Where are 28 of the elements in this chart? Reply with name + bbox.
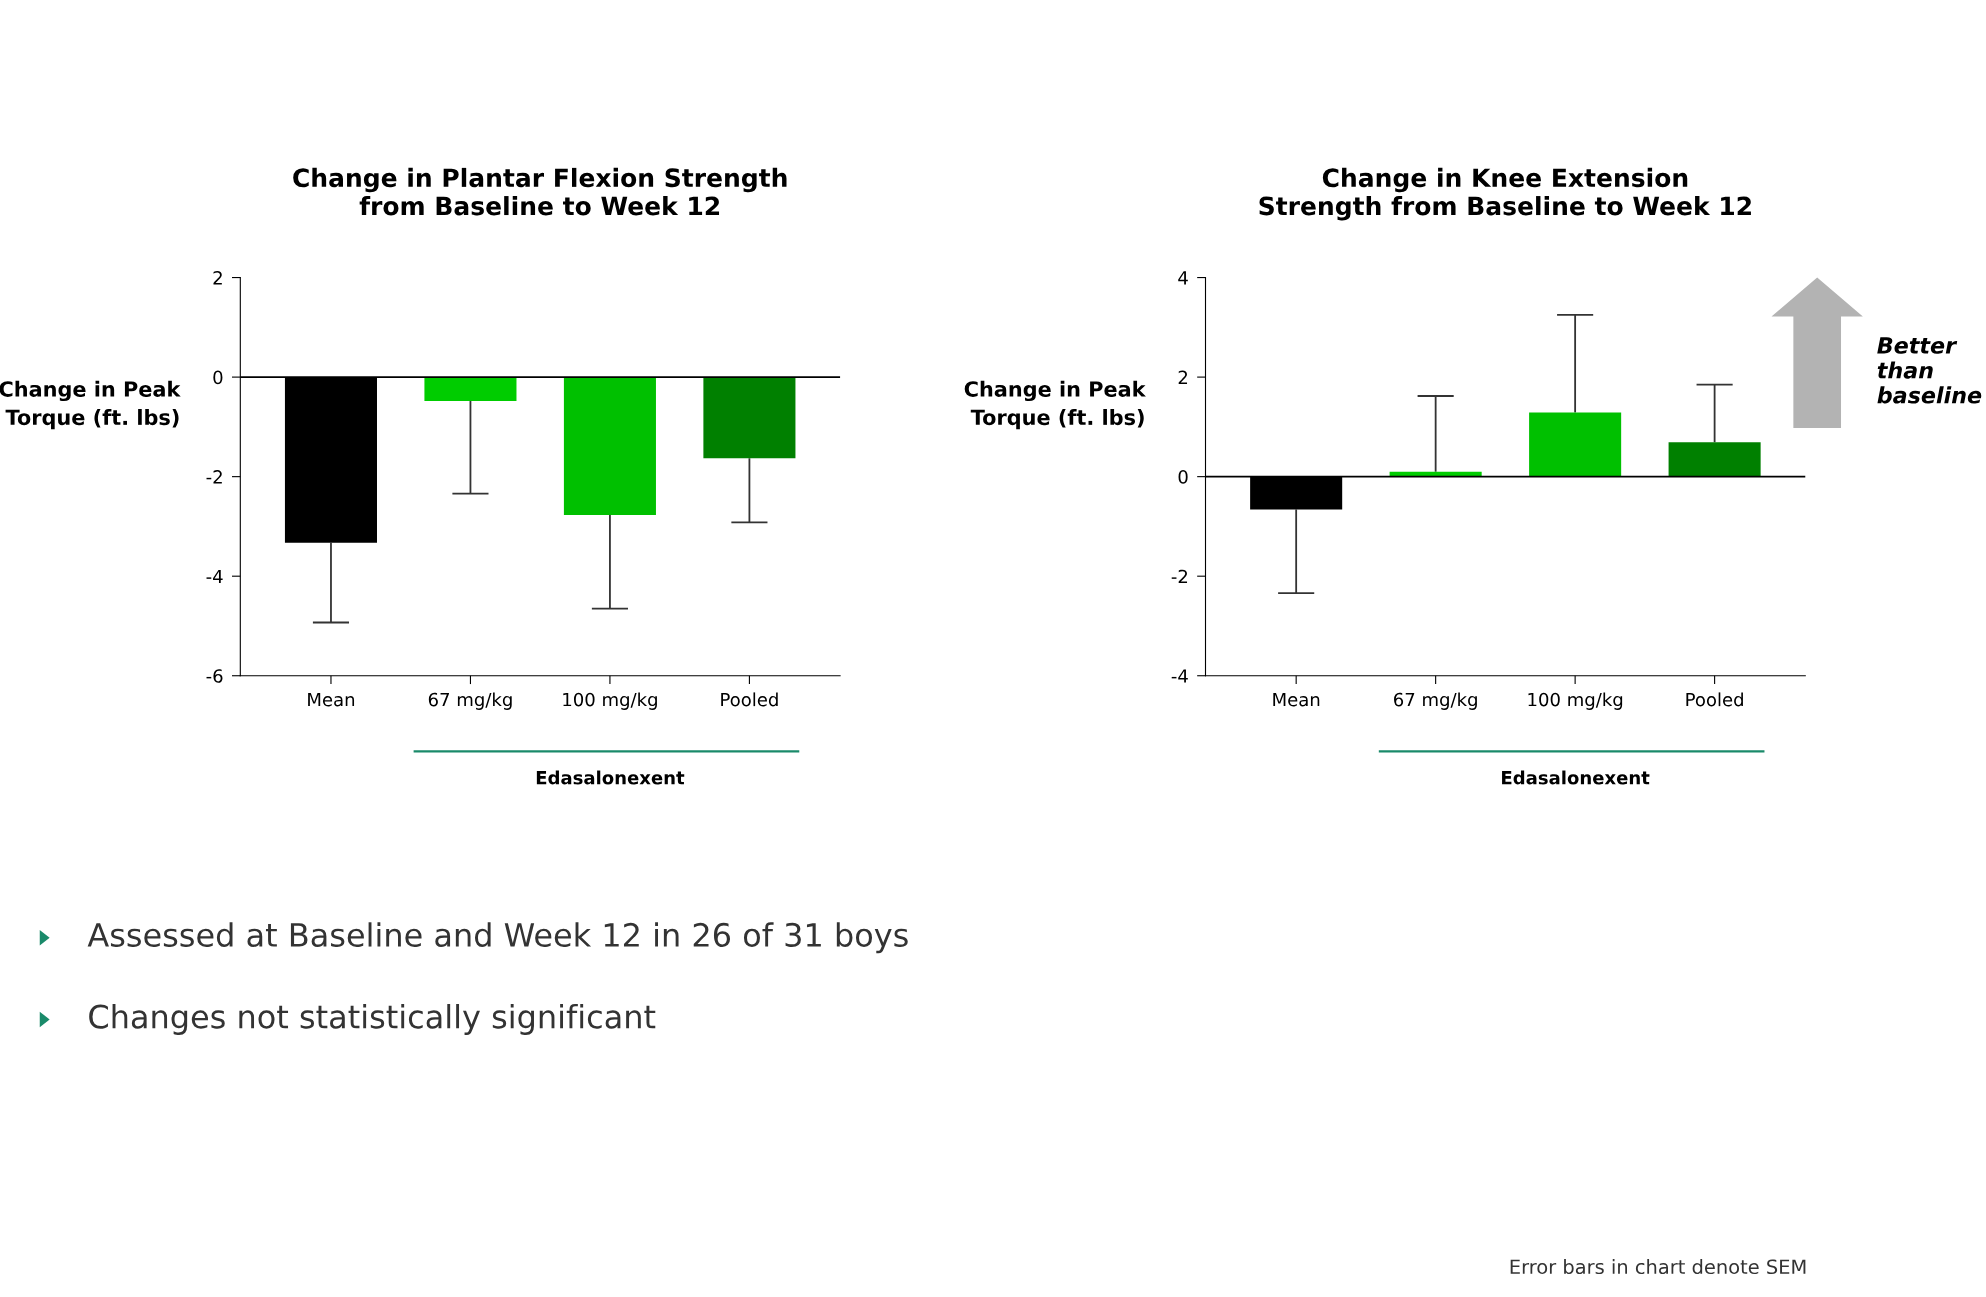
chart-title: Change in Plantar Flexion Strength from Baseline to Week 12 bbox=[293, 167, 787, 216]
x-tick-label: Mean bbox=[1273, 692, 1320, 707]
x-tick-label: Pooled bbox=[721, 692, 778, 707]
y-tick-label: 2 bbox=[1178, 370, 1188, 384]
y-axis-title: Change in Peak Torque (ft. lbs) bbox=[0, 380, 181, 430]
y-tick-label: 0 bbox=[1178, 470, 1188, 484]
text: Better than baseline bbox=[1877, 337, 1982, 404]
x-tick-label: Pooled bbox=[1686, 692, 1743, 707]
x-tick-label: 67 mg/kg bbox=[428, 692, 512, 710]
y-tick-label: -2 bbox=[206, 470, 222, 484]
text: Edasalonexent bbox=[536, 770, 685, 785]
x-tick-label: 100 mg/kg bbox=[1528, 692, 1623, 710]
y-tick-label: -6 bbox=[206, 669, 223, 683]
y-axis-title: Change in Peak Torque (ft. lbs) bbox=[964, 380, 1146, 430]
y-tick-label: 0 bbox=[213, 370, 223, 385]
x-tick-label: Mean bbox=[308, 692, 355, 707]
y-tick-label: -4 bbox=[206, 569, 223, 584]
text: Edasalonexent bbox=[1502, 770, 1650, 785]
text: Error bars in chart denote SEM bbox=[1510, 1259, 1806, 1275]
chart-title: Change in Knee Extension Strength from Baseline to Week 12 bbox=[1259, 167, 1751, 221]
y-tick-label: 4 bbox=[1178, 271, 1188, 285]
text: Changes not statistically significant bbox=[89, 1003, 656, 1035]
y-tick-label: -2 bbox=[1171, 569, 1188, 584]
text: Assessed at Baseline and Week 12 in 26 of 31 boys bbox=[87, 922, 908, 954]
y-tick-label: -4 bbox=[1171, 669, 1188, 683]
x-tick-label: 100 mg/kg bbox=[563, 692, 657, 710]
y-tick-label: 2 bbox=[213, 271, 222, 285]
x-tick-label: 67 mg/kg bbox=[1394, 692, 1477, 710]
